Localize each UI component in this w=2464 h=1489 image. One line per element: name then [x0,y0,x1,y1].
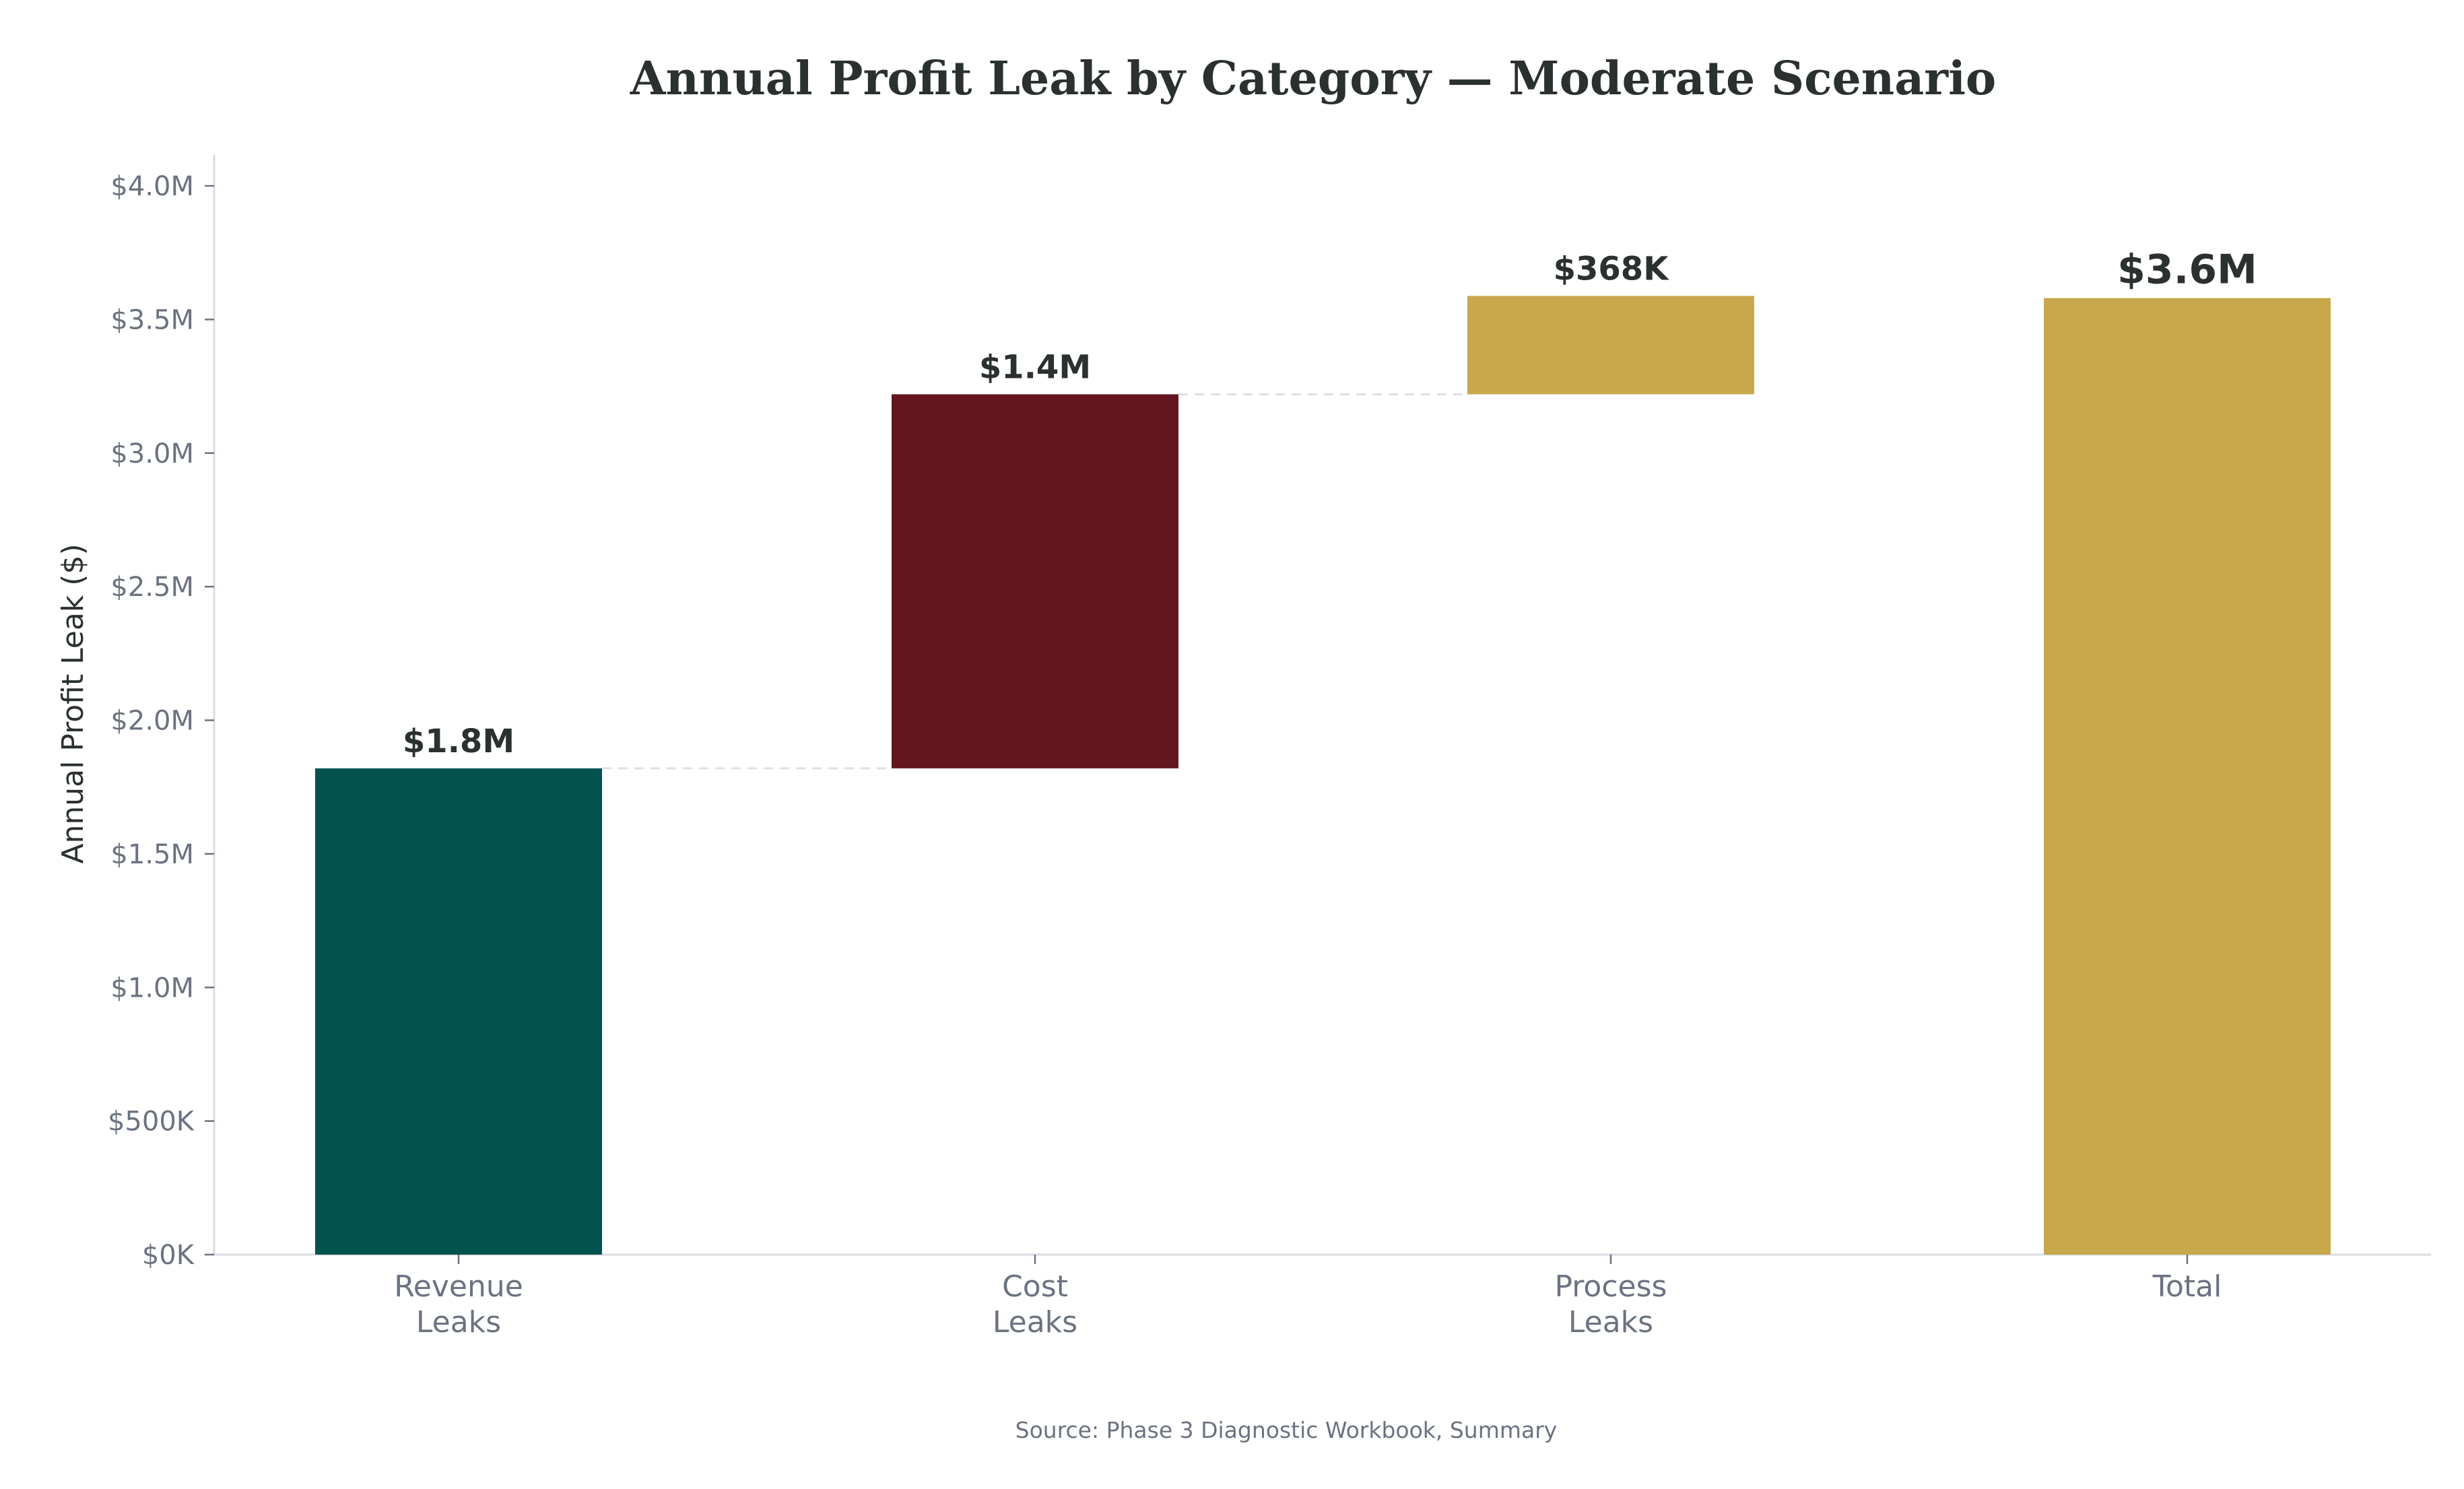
x-tick-label: Total [2152,1269,2222,1304]
data-label: $368K [1554,250,1670,288]
data-label: $1.8M [403,723,514,760]
data-label: $1.4M [979,348,1091,386]
x-tick-label: Leaks [993,1305,1077,1339]
x-tick-label: Process [1555,1269,1667,1304]
x-tick-label: Leaks [1568,1305,1653,1339]
y-tick-label: $2.5M [110,572,194,603]
y-axis-label: Annual Profit Leak ($) [56,543,90,863]
x-tick-label: Leaks [416,1305,501,1339]
plot-area: $0K $500K $1.0M $1.5M $2.0M $2.5M $3.0M $3.5M $4… [108,155,2431,1339]
waterfall-bar [315,768,602,1255]
y-tick-label: $500K [108,1106,195,1137]
y-tick-label: $4.0M [110,171,194,202]
y-tick-label: $3.5M [110,304,194,335]
waterfall-bar [892,394,1178,768]
data-label: $3.6M [2117,246,2257,294]
y-tick-label: $1.5M [110,839,194,870]
y-tick-label: $2.0M [110,706,194,737]
total-bar [2044,298,2331,1255]
y-tick-label: $1.0M [110,972,194,1003]
x-tick-label: Cost [1002,1269,1068,1304]
chart-title: Annual Profit Leak by Category — Moderat… [630,52,1997,106]
y-tick-label: $0K [142,1240,195,1271]
waterfall-bar [1467,296,1754,395]
y-tick-label: $3.0M [110,438,194,469]
source-note: Source: Phase 3 Diagnostic Workbook, Sum… [1015,1417,1558,1443]
x-tick-label: Revenue [394,1269,523,1304]
